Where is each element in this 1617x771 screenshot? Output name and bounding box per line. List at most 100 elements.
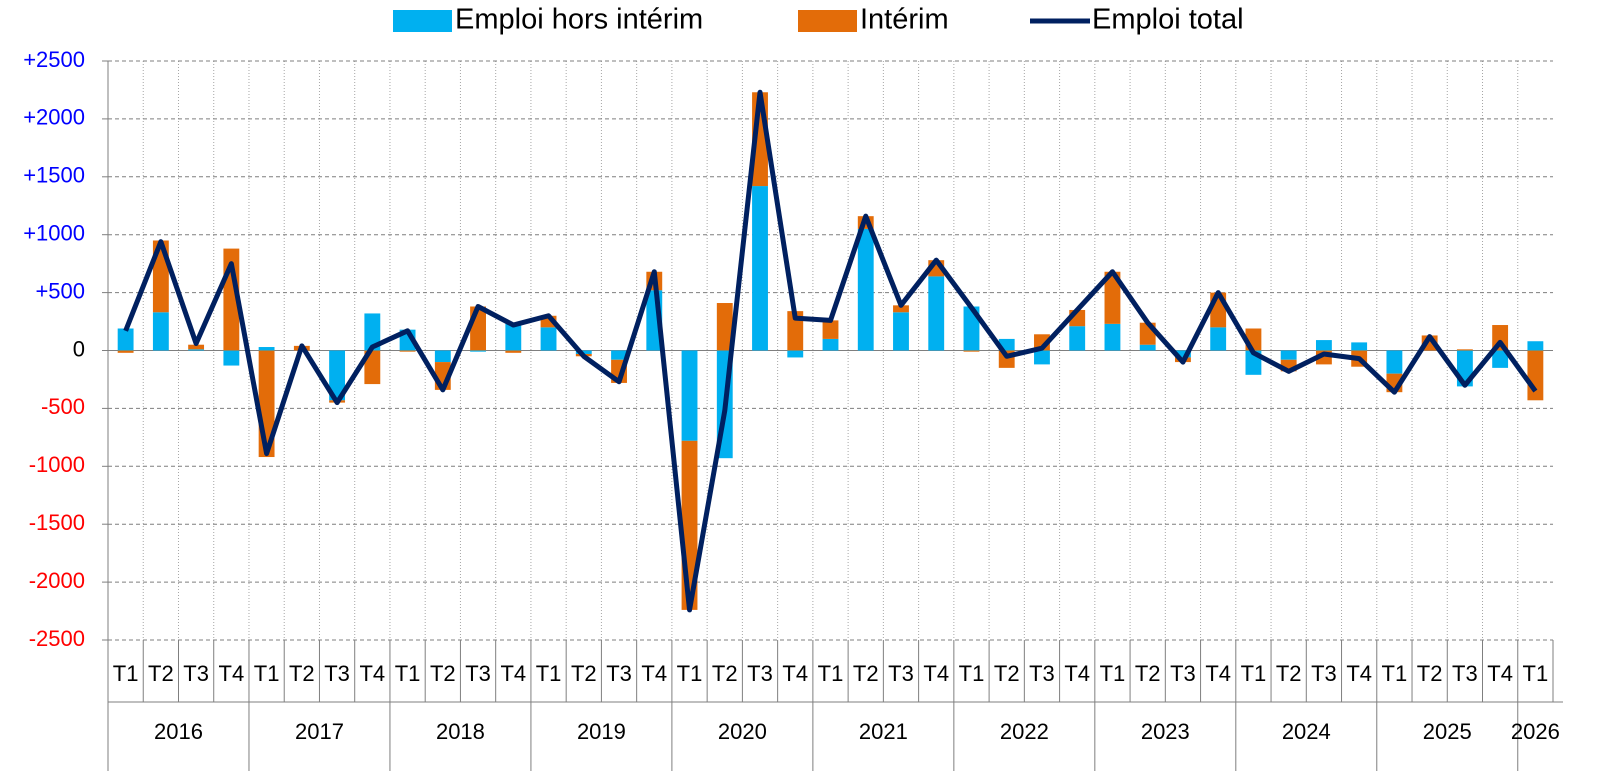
y-tick-label: +2500 [23, 47, 85, 72]
y-tick-label: -1500 [29, 510, 85, 535]
x-tick-label: T3 [1170, 661, 1196, 686]
x-tick-label: T3 [888, 661, 914, 686]
bar [117, 328, 134, 351]
bar [998, 338, 1015, 351]
x-tick-label: T2 [994, 661, 1020, 686]
x-tick-label: T1 [1382, 661, 1408, 686]
bar [963, 306, 980, 351]
year-label: 2020 [718, 719, 767, 744]
year-label: 2023 [1141, 719, 1190, 744]
bar [822, 320, 839, 339]
year-label: 2018 [436, 719, 485, 744]
bar [1210, 327, 1227, 351]
x-tick-label: T3 [324, 661, 350, 686]
x-tick-label: T3 [747, 661, 773, 686]
bar [470, 350, 486, 352]
bar [681, 350, 698, 441]
x-tick-label: T1 [677, 661, 703, 686]
x-tick-label: T2 [571, 661, 597, 686]
y-tick-label: +500 [35, 278, 85, 303]
bar [1386, 350, 1403, 374]
bar [857, 228, 874, 351]
x-tick-label: T2 [430, 661, 456, 686]
x-tick-label: T4 [923, 661, 949, 686]
x-tick-label: T3 [183, 661, 209, 686]
x-tick-label: T4 [1346, 661, 1372, 686]
x-tick-label: T2 [1417, 661, 1443, 686]
year-label: 2024 [1282, 719, 1331, 744]
x-tick-label: T3 [606, 661, 632, 686]
y-tick-label: 0 [73, 336, 85, 361]
bar [152, 312, 169, 351]
bar [752, 186, 768, 351]
line [123, 89, 1538, 613]
bar [117, 350, 134, 353]
bar [258, 347, 275, 351]
bar [893, 305, 909, 313]
x-tick-label: T3 [1311, 661, 1337, 686]
bar [223, 350, 240, 366]
x-tick-label: T1 [1523, 661, 1549, 686]
year-label: 2025 [1423, 719, 1472, 744]
year-label: 2016 [154, 719, 203, 744]
y-tick-label: -2000 [29, 568, 85, 593]
bar [1104, 271, 1121, 324]
bar [822, 338, 839, 351]
x-tick-label: T1 [818, 661, 844, 686]
x-tick-label: T4 [1487, 661, 1513, 686]
bar [1280, 350, 1297, 360]
year-label: 2026 [1511, 719, 1560, 744]
y-tick-label: +1000 [23, 221, 85, 246]
x-tick-label: T1 [113, 661, 139, 686]
bar [364, 313, 381, 351]
bar [1456, 349, 1473, 351]
bar [505, 323, 522, 351]
legend-label: Intérim [860, 4, 949, 36]
bar [787, 311, 804, 351]
bar [364, 350, 381, 385]
bar [928, 276, 945, 351]
bar [1527, 350, 1544, 401]
bar [716, 303, 733, 351]
bar [505, 350, 522, 353]
bar [540, 315, 557, 328]
bar [1492, 350, 1509, 368]
x-tick-label: T1 [395, 661, 421, 686]
x-tick-label: T2 [289, 661, 315, 686]
bar [188, 344, 205, 350]
year-label: 2019 [577, 719, 626, 744]
x-tick-label: T1 [536, 661, 562, 686]
x-tick-label: T4 [500, 661, 526, 686]
x-tick-label: T3 [465, 661, 491, 686]
legend-label: Emploi total [1092, 4, 1244, 36]
x-tick-label: T3 [1452, 661, 1478, 686]
y-tick-label: +2000 [23, 105, 85, 130]
bar [1315, 340, 1332, 351]
x-tick-label: T1 [254, 661, 280, 686]
x-tick-label: T2 [148, 661, 174, 686]
legend-swatch [393, 10, 452, 32]
year-label: 2017 [295, 719, 344, 744]
bar [893, 312, 909, 351]
y-tick-label: -500 [41, 394, 85, 419]
x-tick-label: T4 [1205, 661, 1231, 686]
legend-swatch [798, 10, 857, 32]
x-tick-label: T2 [712, 661, 738, 686]
x-tick-label: T4 [1064, 661, 1090, 686]
bar [611, 350, 627, 360]
x-tick-label: T4 [782, 661, 808, 686]
year-label: 2022 [1000, 719, 1049, 744]
x-tick-label: T4 [219, 661, 245, 686]
x-tick-label: T1 [959, 661, 985, 686]
y-tick-label: +1500 [23, 163, 85, 188]
bar [963, 350, 980, 352]
bar [1175, 350, 1191, 358]
x-tick-label: T4 [359, 661, 385, 686]
bar [1527, 341, 1544, 351]
bar [470, 306, 486, 351]
y-tick-label: -2500 [29, 626, 85, 651]
bar [575, 350, 592, 354]
bar [399, 350, 416, 352]
bar [1351, 342, 1368, 351]
